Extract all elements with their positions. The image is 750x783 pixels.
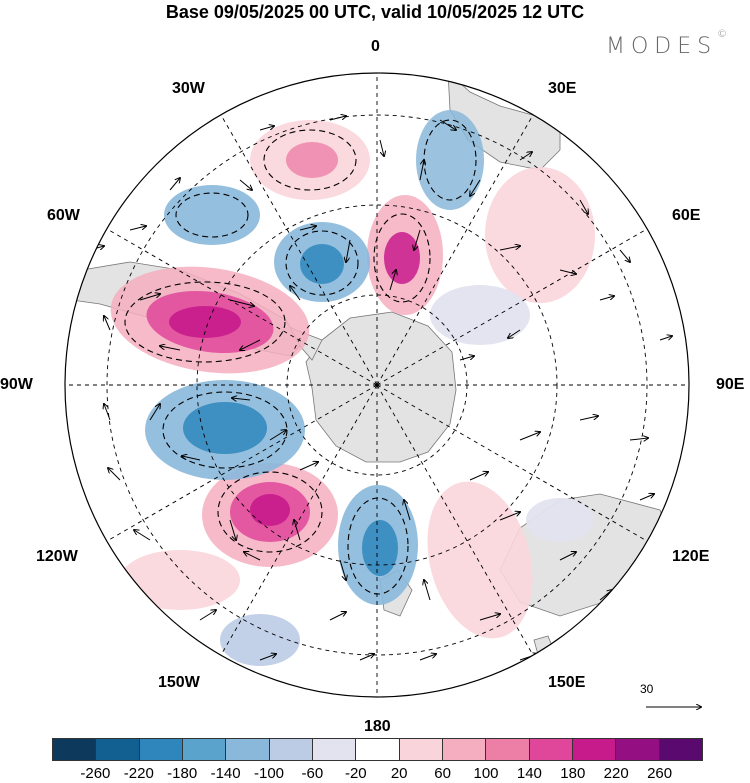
lon-label-60e: 60E <box>672 207 701 224</box>
lon-label-90w: 90W <box>0 376 33 393</box>
colorbar-tick-label: -180 <box>167 765 198 782</box>
colorbar-swatch <box>442 739 487 760</box>
colorbar-swatch <box>399 739 443 760</box>
lon-label-180: 180 <box>364 718 391 735</box>
colorbar-tick-label: -140 <box>210 765 241 782</box>
anomaly-pos-4b <box>286 142 338 178</box>
colorbar-swatch <box>312 739 357 760</box>
anomaly-pos-3b <box>384 232 420 284</box>
reference-vector-label: 30 <box>640 682 654 696</box>
anomaly-pos-5 <box>485 167 595 303</box>
anomaly-pos-1c <box>169 306 241 338</box>
colorbar-swatch <box>53 739 97 760</box>
anomaly-pos-6 <box>427 481 533 639</box>
anomaly-neg-7 <box>526 498 594 542</box>
colorbar-swatch <box>182 739 227 760</box>
anomaly-neg-6 <box>220 614 300 666</box>
map-title: Base 09/05/2025 00 UTC, valid 10/05/2025… <box>165 2 585 22</box>
anomaly-neg-3 <box>164 185 260 245</box>
brand-mark: © <box>717 28 728 40</box>
colorbar-swatch <box>226 739 270 760</box>
brand-name: MODES <box>606 34 718 59</box>
anomaly-neg-1b <box>183 402 267 454</box>
colorbar-tick-label: -60 <box>301 765 324 782</box>
colorbar-tick-label: 260 <box>647 765 673 782</box>
colorbar-tick-label: -100 <box>253 765 285 782</box>
colorbar-swatch <box>486 739 530 760</box>
lon-label-120w: 120W <box>36 548 78 565</box>
colorbar-tick-label: 60 <box>434 765 451 782</box>
colorbar-swatch <box>616 739 660 760</box>
colorbar-swatch <box>659 739 702 760</box>
colorbar-ticks: -260 -220 -180 -140 -100 -60 -20 20 60 100 140 180 2… <box>0 765 750 783</box>
colorbar-tick-label: -220 <box>123 765 154 782</box>
colorbar-swatch <box>96 739 140 760</box>
lon-label-150w: 150W <box>158 674 200 691</box>
anomaly-pos-7 <box>120 550 240 610</box>
colorbar-swatch <box>572 739 617 760</box>
colorbar-swatch <box>356 739 400 760</box>
colorbar-tick-label: 220 <box>603 765 629 782</box>
anomaly-neg-2b <box>300 244 344 284</box>
lon-label-0: 0 <box>371 38 380 55</box>
colorbar-tick-label: 100 <box>473 765 499 782</box>
anomaly-pos-2c <box>250 494 290 526</box>
colorbar-swatch <box>139 739 183 760</box>
colorbar-tick-label: 180 <box>560 765 586 782</box>
colorbar-swatch <box>269 739 313 760</box>
colorbar-tick-label: -20 <box>344 765 367 782</box>
colorbar-tick-label: 20 <box>390 765 408 782</box>
lon-label-60w: 60W <box>47 207 80 224</box>
lon-label-30e: 30E <box>548 80 577 97</box>
lon-label-90e: 90E <box>716 376 745 393</box>
colorbar-tick-label: -260 <box>80 765 111 782</box>
colorbar-swatch <box>529 739 573 760</box>
lon-label-120e: 120E <box>672 548 710 565</box>
colorbar-tick-label: 140 <box>516 765 542 782</box>
map-boundary <box>64 72 690 698</box>
wind-vectors <box>89 116 672 661</box>
anomaly-neg-8 <box>430 285 530 345</box>
colorbar <box>52 738 703 761</box>
modes-logo: MODES© <box>606 29 727 59</box>
lon-label-150e: 150E <box>548 674 586 691</box>
antarctica <box>305 311 457 463</box>
graticule <box>65 73 689 697</box>
anomaly-neg-5b <box>362 520 398 576</box>
anomaly-neg-4 <box>416 110 484 210</box>
lon-label-30w: 30W <box>172 80 205 97</box>
